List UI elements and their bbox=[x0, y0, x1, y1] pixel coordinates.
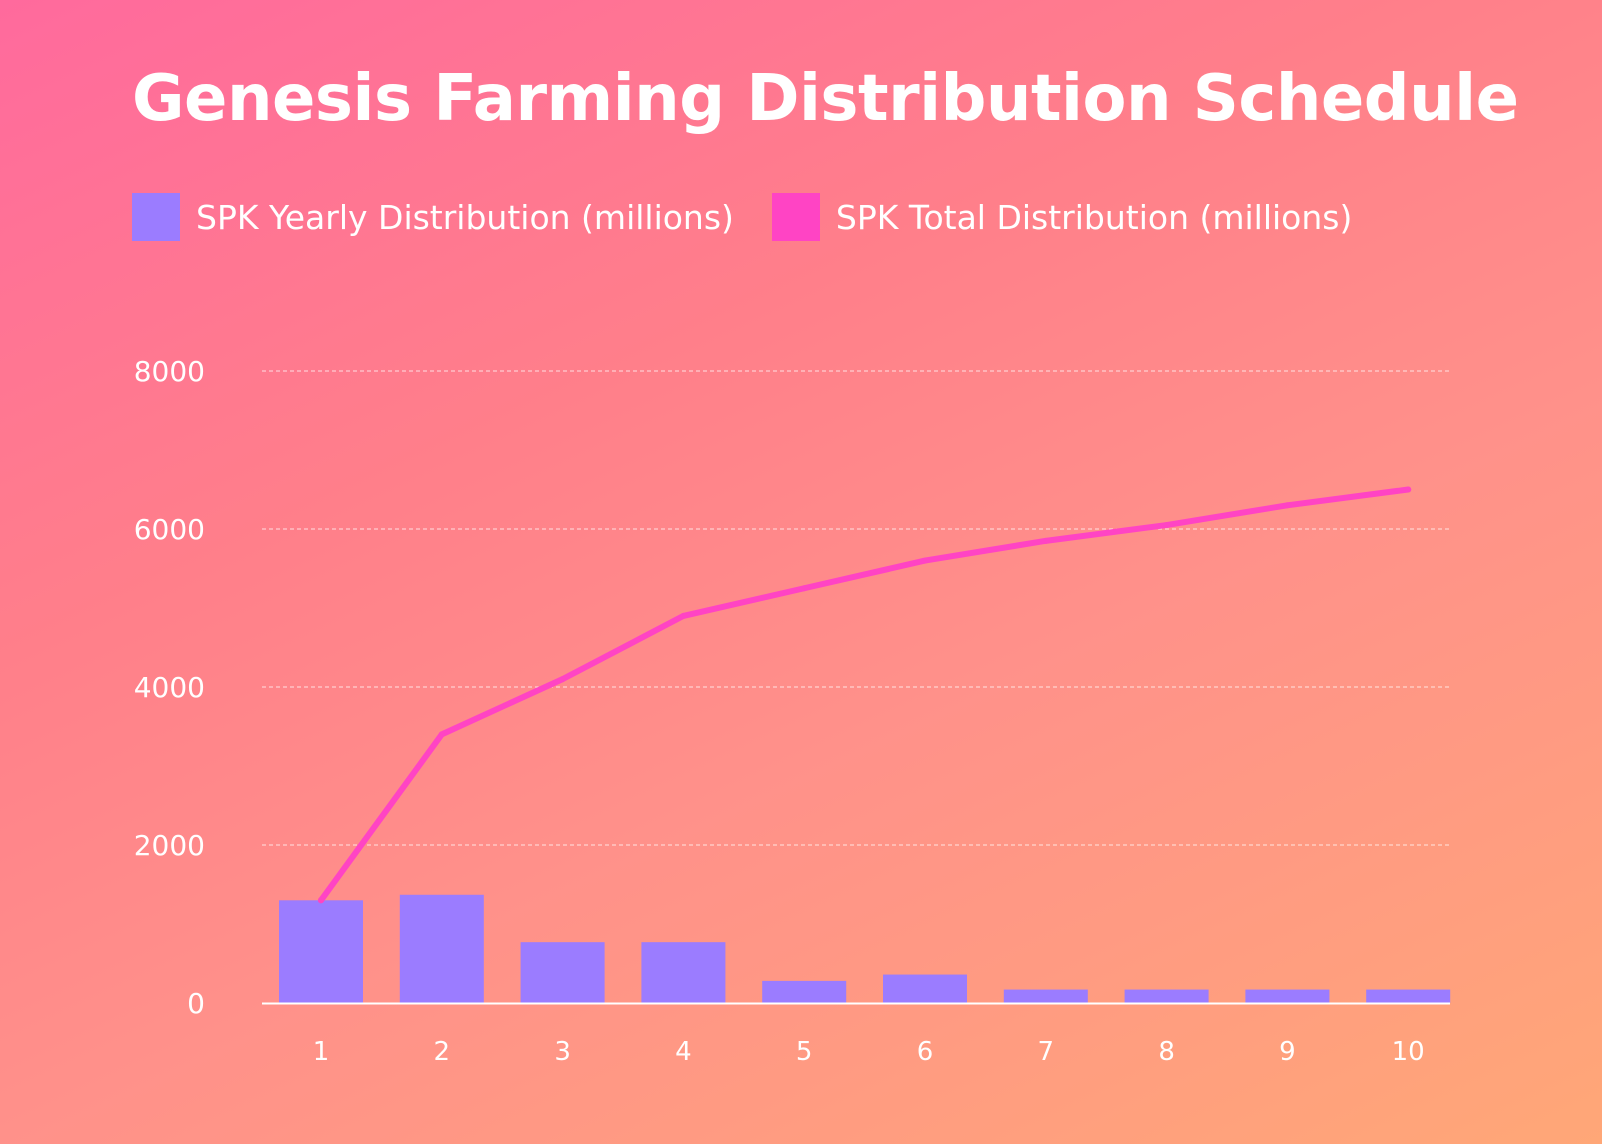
x-tick-label: 9 bbox=[1279, 1037, 1296, 1067]
y-tick-label: 6000 bbox=[134, 513, 205, 546]
bar bbox=[279, 900, 363, 1003]
line-point bbox=[1284, 502, 1291, 509]
x-tick-label: 2 bbox=[434, 1037, 451, 1067]
line-point bbox=[922, 557, 928, 564]
bar bbox=[641, 942, 726, 1003]
legend-item-yearly: SPK Yearly Distribution (millions) bbox=[132, 193, 734, 241]
x-tick-label: 4 bbox=[675, 1037, 692, 1067]
x-tick-label: 1 bbox=[313, 1037, 330, 1067]
line-point bbox=[318, 897, 324, 904]
legend-label-total: SPK Total Distribution (millions) bbox=[835, 197, 1353, 237]
line-point bbox=[680, 612, 687, 619]
y-tick-label: 0 bbox=[187, 987, 205, 1020]
line-point bbox=[559, 676, 566, 683]
y-tick-label: 8000 bbox=[134, 355, 205, 388]
x-tick-label: 6 bbox=[917, 1037, 934, 1067]
line-point bbox=[1405, 486, 1412, 493]
line-point bbox=[1163, 522, 1170, 529]
y-tick-label: 4000 bbox=[134, 671, 205, 704]
x-tick-label: 5 bbox=[796, 1037, 813, 1067]
legend: SPK Yearly Distribution (millions) SPK T… bbox=[132, 193, 1390, 241]
bar bbox=[1245, 989, 1330, 1003]
bar bbox=[1366, 989, 1451, 1003]
x-tick-label: 8 bbox=[1158, 1037, 1175, 1067]
legend-swatch-yearly bbox=[132, 193, 180, 241]
bar bbox=[520, 942, 605, 1003]
x-tick-label: 10 bbox=[1392, 1037, 1425, 1067]
x-tick-label: 7 bbox=[1038, 1037, 1055, 1067]
chart-title: Genesis Farming Distribution Schedule bbox=[132, 62, 1519, 136]
line-point bbox=[438, 731, 445, 738]
legend-label-yearly: SPK Yearly Distribution (millions) bbox=[196, 197, 734, 237]
y-tick-label: 2000 bbox=[134, 829, 205, 862]
legend-swatch-total bbox=[771, 193, 820, 241]
total-distribution-line bbox=[318, 486, 1412, 904]
legend-item-total: SPK Total Distribution (millions) bbox=[771, 193, 1353, 241]
line-point bbox=[801, 585, 808, 592]
bar bbox=[883, 974, 967, 1003]
bar bbox=[762, 980, 847, 1003]
bar bbox=[1003, 989, 1088, 1003]
bar bbox=[399, 894, 484, 1003]
line-point bbox=[1042, 537, 1049, 544]
x-tick-label: 3 bbox=[554, 1037, 571, 1067]
bar bbox=[1124, 989, 1209, 1003]
